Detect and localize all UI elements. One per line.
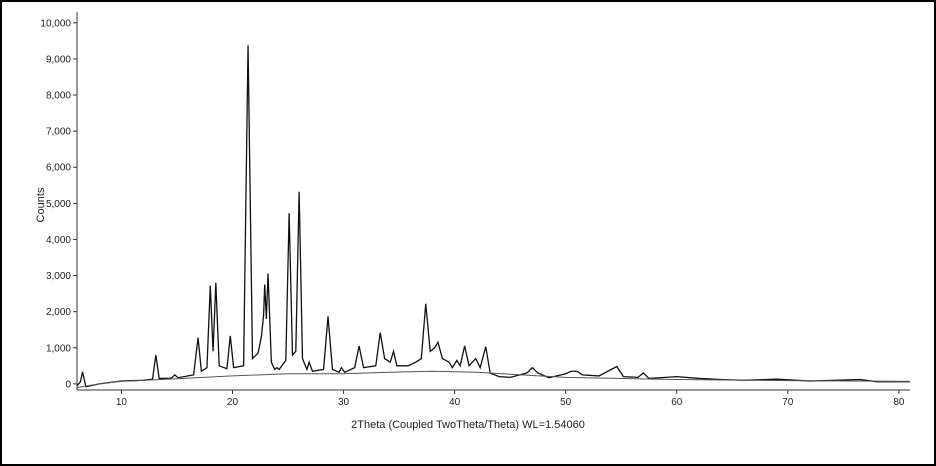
y-tick-label: 8,000 [46,91,71,102]
x-tick-label: 70 [782,397,794,408]
x-tick-label: 50 [560,397,572,408]
y-tick-label: 4,000 [46,235,71,246]
y-tick-label: 3,000 [46,271,71,282]
y-tick-label: 0 [65,379,71,390]
x-tick-label: 40 [449,397,461,408]
y-tick-label: 2,000 [46,307,71,318]
y-tick-label: 1,000 [46,343,71,354]
x-tick-label: 60 [671,397,683,408]
x-tick-label: 10 [116,397,128,408]
y-tick-label: 6,000 [46,163,71,174]
x-tick-label: 30 [338,397,350,408]
y-axis-label: Counts [35,187,47,222]
y-tick-label: 7,000 [46,127,71,138]
y-tick-label: 10,000 [40,18,71,29]
x-tick-label: 20 [227,397,239,408]
x-tick-label: 80 [893,397,905,408]
x-axis-label: 2Theta (Coupled TwoTheta/Theta) WL=1.540… [351,419,585,431]
data-line [76,45,910,388]
data-line [76,370,911,388]
y-tick-label: 5,000 [46,199,71,210]
y-tick-label: 9,000 [46,54,71,65]
